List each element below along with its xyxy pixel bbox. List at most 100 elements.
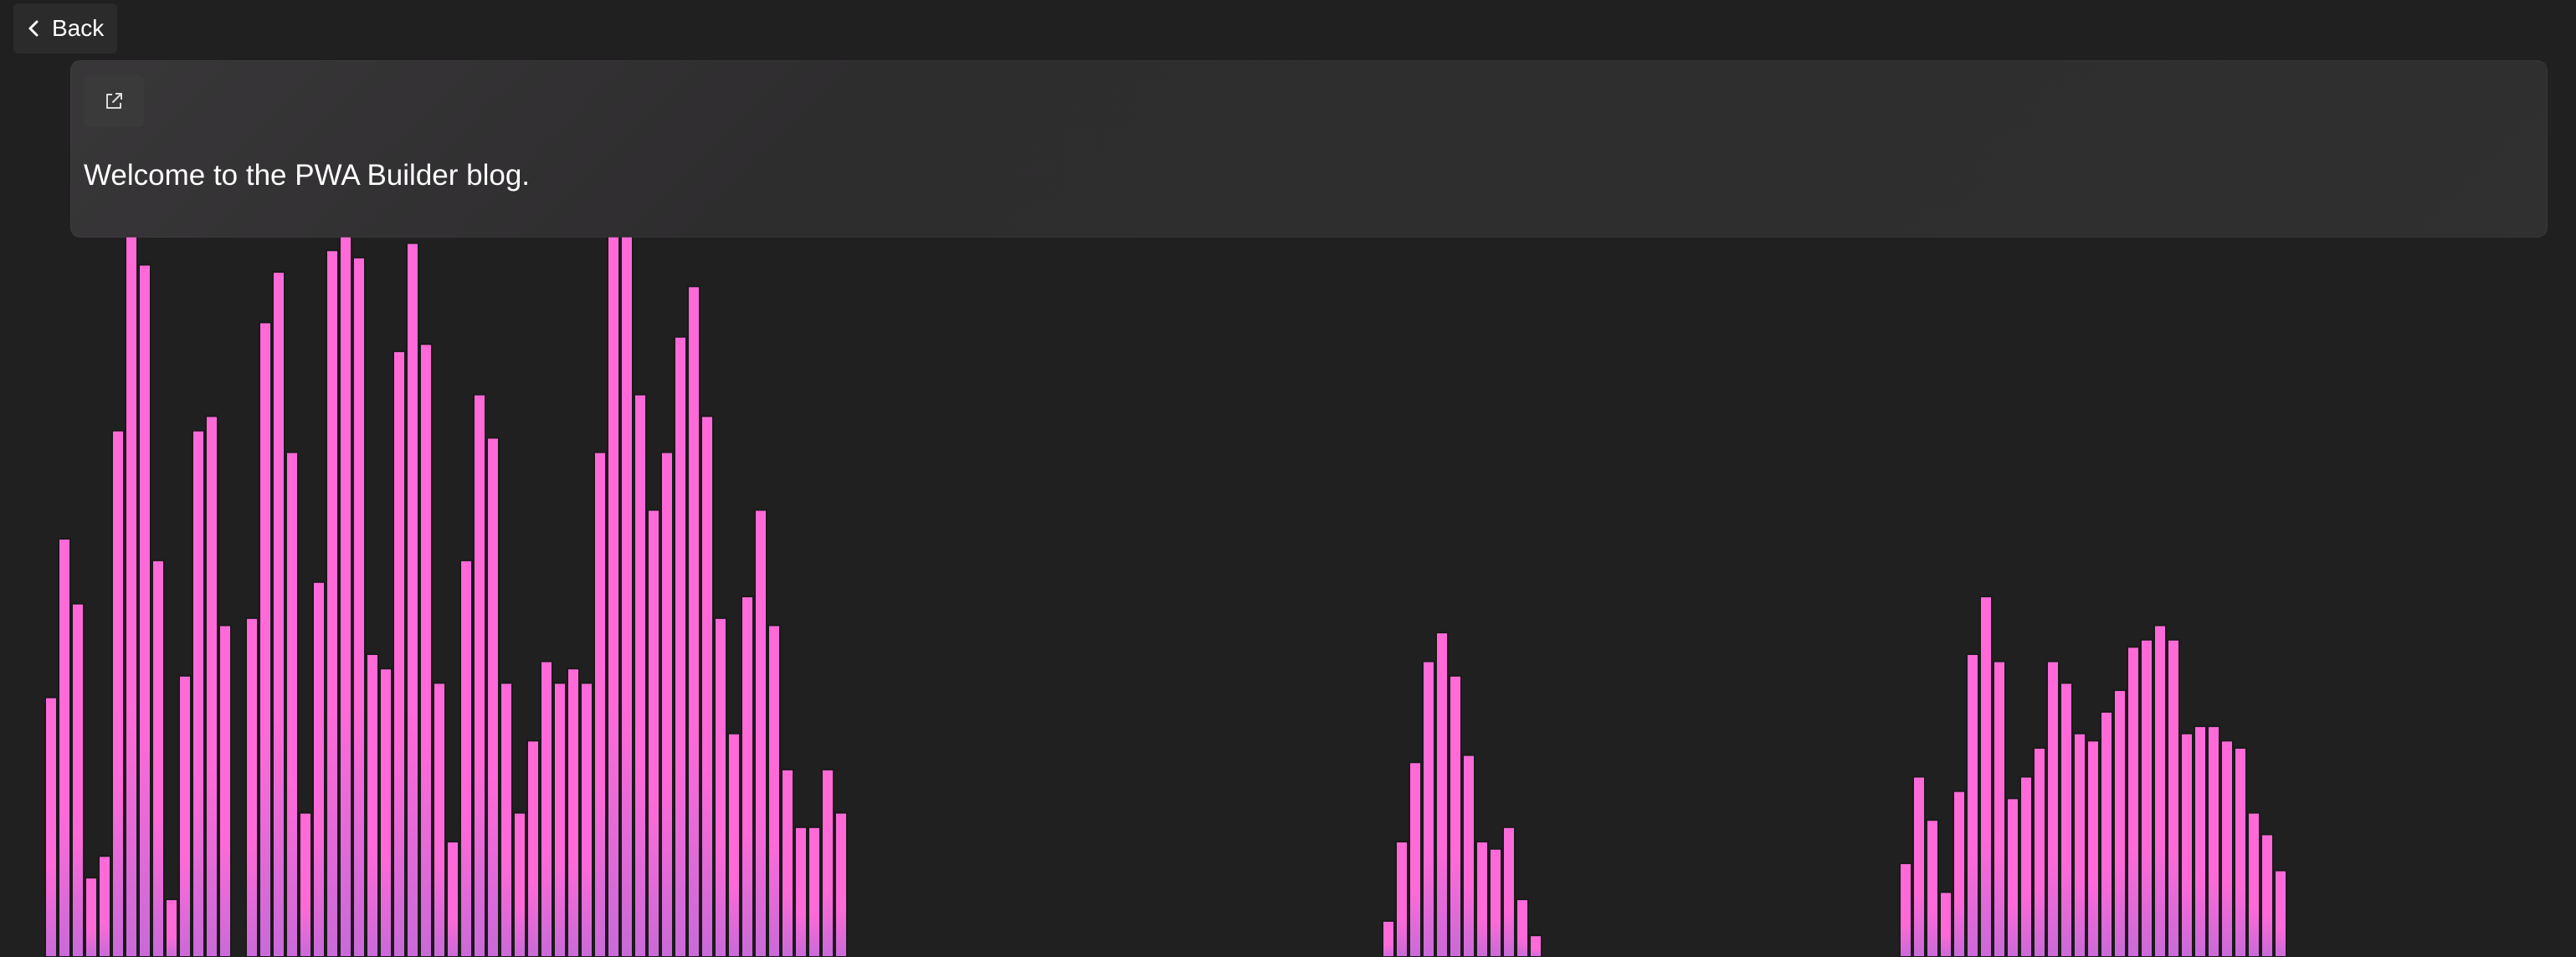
visualizer-bar [58, 538, 71, 957]
visualizer-bar [473, 393, 486, 957]
visualizer-bar [834, 811, 848, 957]
visualizer-bar [1529, 934, 1542, 957]
visualizer-bar [1993, 660, 2006, 957]
visualizer-bar [607, 235, 620, 957]
visualizer-bar [272, 271, 285, 957]
visualizer-bar [553, 682, 567, 957]
visualizer-bar [1899, 862, 1912, 957]
visualizer-bar [741, 596, 754, 957]
visualizer-bar [593, 451, 607, 957]
visualizer-bar [1966, 652, 1979, 957]
visualizer-bar [111, 429, 125, 957]
visualizer-bar [2086, 740, 2100, 957]
visualizer-bar [2046, 660, 2060, 957]
visualizer-bar [2060, 682, 2073, 957]
visualizer-bar [700, 415, 714, 957]
visualizer-bar [178, 674, 192, 957]
visualizer-bar [1395, 841, 1409, 957]
visualizer-bar [808, 826, 821, 957]
visualizer-bar [1489, 847, 1502, 957]
visualizer-bar [2113, 689, 2127, 957]
visualizer-bar [714, 617, 727, 957]
visualizer-bar [781, 768, 794, 957]
visualizer-bar [245, 617, 259, 957]
visualizer-bar [2167, 638, 2180, 957]
visualizer-bar [620, 235, 634, 957]
open-in-new-window-icon [106, 93, 122, 109]
blog-card: Welcome to the PWA Builder blog. [70, 60, 2548, 238]
visualizer-bar [2247, 811, 2260, 957]
visualizer-bar [2019, 775, 2033, 957]
open-external-button[interactable] [84, 75, 144, 127]
visualizer-bar [339, 235, 352, 957]
visualizer-bar [2274, 869, 2287, 957]
visualizer-bar [165, 898, 178, 957]
visualizer-bar [1939, 891, 1953, 957]
visualizer-bar [2127, 646, 2140, 957]
visualizer-bar [419, 343, 433, 957]
visualizer-bar [2260, 833, 2274, 957]
visualizer-bar [540, 660, 553, 957]
visualizer-bar [312, 581, 326, 957]
visualizer-bar [767, 624, 781, 957]
visualizer-bar [1979, 596, 1993, 957]
visualizer-bar [2153, 624, 2167, 957]
visualizer-bar [660, 451, 674, 957]
visualizer-bar [634, 393, 647, 957]
visualizer-bar [2073, 732, 2086, 957]
visualizer-bar [580, 682, 593, 957]
visualizer-bar [486, 437, 500, 957]
visualizer-bar [446, 841, 459, 957]
visualizer-bar [513, 811, 526, 957]
visualizer-bar [393, 350, 406, 957]
visualizer-bar [1409, 761, 1422, 957]
visualizer-bar [647, 509, 660, 957]
visualizer-bar [567, 668, 580, 957]
visualizer-bar [71, 602, 85, 957]
visualizer-bar [500, 682, 513, 957]
visualizer-bar [406, 242, 419, 957]
visualizer-bar [366, 652, 379, 957]
visualizer-bar [285, 451, 299, 957]
visualizer-bar [1475, 841, 1489, 957]
visualizer-bar [1502, 826, 1516, 957]
visualizer-bar [85, 877, 98, 957]
visualizer-bar [326, 249, 339, 957]
back-button-label: Back [52, 15, 105, 41]
visualizer-bar [1422, 660, 1435, 957]
visualizer-bar [433, 682, 446, 957]
visualizer-bar [1926, 819, 1939, 957]
visualizer-bar [1516, 898, 1529, 957]
visualizer-bar [1462, 754, 1475, 957]
visualizer-bar [2033, 747, 2046, 957]
visualizer-bar [754, 509, 767, 957]
visualizer-bar [687, 285, 700, 957]
welcome-text: Welcome to the PWA Builder blog. [84, 159, 531, 192]
visualizer-bar [2180, 732, 2194, 957]
visualizer-bar [352, 256, 366, 957]
visualizer-bar [205, 415, 218, 957]
visualizer-bar [2100, 710, 2113, 957]
visualizer-bar [151, 559, 165, 957]
visualizer-bar [2220, 740, 2234, 957]
chevron-left-icon [28, 20, 38, 37]
visualizer-bar [526, 740, 540, 957]
visualizer-bar [1449, 674, 1462, 957]
visualizer-bar [2194, 725, 2207, 957]
visualizer-bar [379, 668, 393, 957]
visualizer-bar [299, 811, 312, 957]
visualizer-bar [1912, 775, 1926, 957]
visualizer-bar [1435, 632, 1449, 957]
visualizer-bar [98, 855, 111, 957]
visualizer-bar [2234, 747, 2247, 957]
visualizer-bar [192, 429, 205, 957]
visualizer-bar [1382, 919, 1395, 957]
visualizer-bar [259, 321, 272, 957]
back-button[interactable]: Back [13, 3, 117, 54]
visualizer-bar [2140, 638, 2153, 957]
visualizer-bar [727, 732, 741, 957]
visualizer-bar [2006, 797, 2019, 957]
visualizer-bar [125, 235, 138, 957]
visualizer-bar [821, 768, 834, 957]
